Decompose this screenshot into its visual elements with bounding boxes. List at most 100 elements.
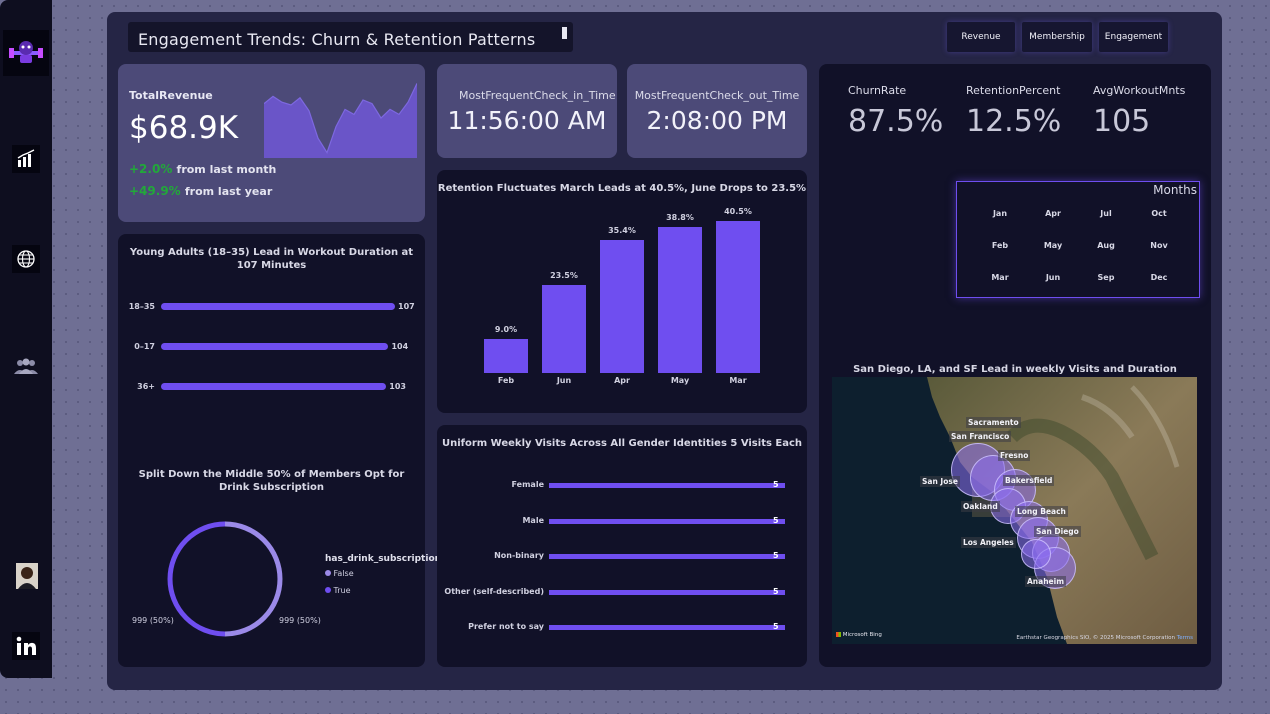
checkout-card: MostFrequentCheck_out_Time 2:08:00 PM	[627, 64, 807, 158]
retention-data-label: 35.4%	[608, 226, 636, 236]
total-revenue-label: TotalRevenue	[129, 89, 213, 102]
retention-bar[interactable]	[716, 221, 760, 373]
churn-label: ChurnRate	[848, 84, 907, 97]
age-bar	[161, 383, 387, 390]
month-option-dec[interactable]: Dec	[1150, 273, 1168, 282]
gender-panel: Uniform Weekly Visits Across All Gender …	[437, 425, 807, 667]
age-bar	[161, 343, 389, 350]
gender-category-label: Prefer not to say	[468, 622, 544, 631]
gender-category-label: Other (self-described)	[444, 586, 544, 596]
legend-dot-true	[325, 587, 331, 593]
workout-value: 105	[1093, 104, 1151, 139]
title-box: Engagement Trends: Churn & Retention Pat…	[128, 22, 573, 52]
bing-logo: Microsoft Bing	[836, 632, 882, 638]
retention-label: RetentionPercent	[966, 84, 1061, 97]
month-option-apr[interactable]: Apr	[1045, 209, 1061, 218]
gender-bar[interactable]	[549, 518, 785, 524]
donut-slice-false[interactable]	[224, 521, 283, 637]
month-option-may[interactable]: May	[1043, 241, 1063, 250]
checkout-value: 2:08:00 PM	[646, 106, 788, 135]
map-attribution: Earthstar Geographics SIO, © 2025 Micros…	[1016, 635, 1193, 641]
gender-value-label: 5	[773, 480, 779, 489]
year-change-value: +49.9%	[129, 184, 181, 198]
age-chart-title: Young Adults (18–35) Lead in Workout Dur…	[129, 247, 414, 271]
year-change-line: +49.9% from last year	[129, 184, 272, 198]
drink-legend-title: has_drink_subscription	[325, 554, 442, 564]
retention-data-label: 9.0%	[494, 325, 518, 335]
gender-chart-title: Uniform Weekly Visits Across All Gender …	[441, 438, 803, 449]
age-value-label: 103	[389, 382, 406, 391]
map-city-label: San Jose	[920, 476, 960, 487]
map-city-label: Anaheim	[1025, 576, 1067, 587]
month-change-line: +2.0% from last month	[129, 162, 276, 176]
text-cursor	[562, 27, 567, 39]
gender-bar[interactable]	[549, 483, 785, 488]
map-terms-link[interactable]: Terms	[1176, 635, 1193, 641]
map-city-label: Fresno	[998, 450, 1031, 461]
month-option-oct[interactable]: Oct	[1151, 209, 1167, 218]
drink-chart-title: Split Down the Middle 50% of Members Opt…	[138, 469, 405, 493]
gender-value-label: 5	[773, 515, 779, 525]
month-option-jan[interactable]: Jan	[992, 209, 1008, 218]
month-option-jul[interactable]: Jul	[1100, 209, 1112, 218]
month-option-jun[interactable]: Jun	[1045, 273, 1061, 282]
age-value-label: 107	[398, 302, 415, 311]
gender-bar[interactable]	[549, 589, 785, 595]
map-city-label: Bakersfield	[1003, 475, 1055, 486]
bar-chart-icon[interactable]	[12, 145, 40, 173]
map-city-label: Oakland	[961, 501, 1000, 512]
age-category-label: 18–35	[128, 302, 155, 311]
retention-bar[interactable]	[542, 284, 586, 373]
drink-data-label-true: 999 (50%)	[132, 616, 174, 625]
membership-button[interactable]: Membership	[1022, 22, 1092, 52]
total-revenue-card: TotalRevenue $68.9K +2.0% from last mont…	[118, 64, 425, 222]
legend-item-false[interactable]: False	[325, 569, 354, 578]
gender-category-label: Non-binary	[494, 551, 544, 560]
retention-bar[interactable]	[484, 339, 528, 373]
retention-chart-title: Retention Fluctuates March Leads at 40.5…	[437, 183, 807, 194]
avatar[interactable]	[16, 563, 38, 589]
page-title: Engagement Trends: Churn & Retention Pat…	[138, 30, 536, 49]
month-option-nov[interactable]: Nov	[1150, 241, 1168, 250]
retention-bar[interactable]	[600, 240, 644, 373]
retention-value: 12.5%	[966, 104, 1062, 139]
gender-value-label: 5	[773, 551, 779, 560]
month-change-value: +2.0%	[129, 162, 173, 176]
checkout-label: MostFrequentCheck_out_Time	[634, 89, 800, 102]
map-bubble[interactable]	[1021, 539, 1051, 569]
gender-category-label: Female	[511, 480, 544, 489]
month-option-feb[interactable]: Feb	[991, 241, 1009, 250]
month-option-mar[interactable]: Mar	[991, 273, 1009, 282]
retention-data-label: 23.5%	[550, 270, 578, 280]
map-city-label: San Diego	[1034, 526, 1081, 537]
donut-slice-true[interactable]	[167, 521, 226, 637]
gym-logo-icon[interactable]	[3, 30, 49, 76]
age-value-label: 104	[391, 342, 409, 351]
california-map[interactable]: Sacramento San Francisco Fresno San Jose Bak…	[832, 377, 1197, 644]
year-change-text: from last year	[184, 185, 273, 198]
revenue-button[interactable]: Revenue	[947, 22, 1015, 52]
globe-icon[interactable]	[12, 245, 40, 273]
retention-data-label: 40.5%	[724, 207, 752, 216]
bing-logo-text: Microsoft Bing	[842, 632, 882, 638]
month-option-aug[interactable]: Aug	[1097, 241, 1115, 250]
gender-bar[interactable]	[549, 625, 785, 630]
retention-panel: Retention Fluctuates March Leads at 40.5…	[437, 170, 807, 413]
revenue-sparkline	[264, 83, 417, 158]
workout-label: AvgWorkoutMnts	[1093, 84, 1186, 97]
month-option-sep[interactable]: Sep	[1097, 273, 1115, 282]
legend-item-true[interactable]: True	[325, 586, 351, 595]
drink-data-label-false: 999 (50%)	[279, 616, 321, 625]
engagement-button[interactable]: Engagement	[1099, 22, 1168, 52]
gender-bar[interactable]	[549, 554, 785, 559]
map-attribution-text: Earthstar Geographics SIO, © 2025 Micros…	[1016, 635, 1176, 641]
legend-label-true: True	[333, 586, 351, 595]
sparkline-line	[264, 83, 417, 154]
retention-bar[interactable]	[658, 227, 702, 373]
months-slicer-title: Months	[1153, 183, 1197, 197]
linkedin-icon[interactable]	[12, 632, 40, 660]
age-category-label: 36+	[137, 382, 155, 391]
retention-category-label: Mar	[729, 376, 747, 385]
retention-category-label: May	[670, 376, 690, 385]
users-group-icon[interactable]	[12, 352, 40, 380]
